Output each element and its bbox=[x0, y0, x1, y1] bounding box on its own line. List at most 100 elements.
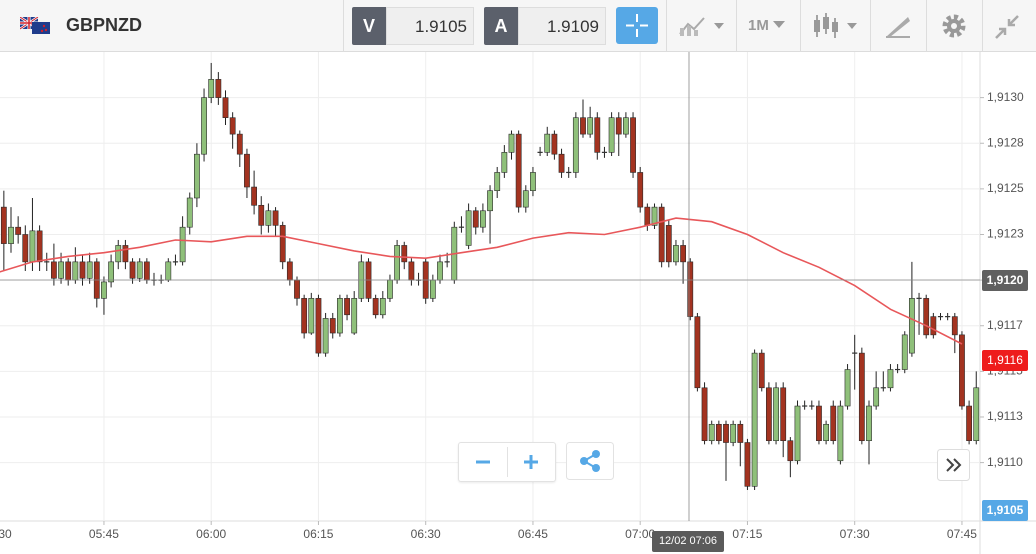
candle-body bbox=[780, 387, 787, 442]
candle-body bbox=[65, 261, 72, 281]
buy-button[interactable]: A bbox=[484, 7, 518, 45]
x-tick-label: 06:30 bbox=[411, 527, 441, 541]
x-tick-label: 06:15 bbox=[303, 527, 333, 541]
candle-body bbox=[844, 369, 851, 407]
candle-body bbox=[179, 226, 186, 263]
share-button[interactable] bbox=[566, 442, 614, 480]
candle-body bbox=[336, 298, 343, 334]
x-tick-label: 05:30 bbox=[0, 527, 12, 541]
candle-body bbox=[937, 316, 944, 318]
candle-body bbox=[802, 405, 808, 407]
candle-body bbox=[687, 261, 694, 317]
symbol: GBPNZD bbox=[66, 15, 142, 35]
candle-body bbox=[680, 245, 686, 263]
y-tick-label: 1,9113 bbox=[987, 409, 1023, 423]
candle-body bbox=[329, 318, 336, 334]
candle-body bbox=[229, 117, 236, 135]
crosshair-button[interactable] bbox=[616, 7, 658, 44]
candle-body bbox=[572, 117, 579, 173]
candle-body bbox=[351, 298, 358, 334]
candle-body bbox=[566, 171, 572, 174]
candle-body bbox=[608, 117, 615, 153]
candle-body bbox=[108, 261, 114, 283]
chart-type-button[interactable] bbox=[678, 14, 728, 38]
candle-body bbox=[201, 97, 207, 155]
candle-body bbox=[129, 261, 136, 279]
collapse-button[interactable] bbox=[994, 14, 1020, 40]
candle-body bbox=[966, 405, 972, 442]
candle-body bbox=[515, 133, 522, 208]
crosshair-price-label: 1,9120 bbox=[982, 270, 1028, 291]
candle-body bbox=[115, 245, 122, 263]
candle-body bbox=[673, 245, 679, 263]
candle-body bbox=[472, 210, 479, 228]
y-tick-label: 1,9130 bbox=[987, 90, 1024, 104]
y-tick-label: 1,9110 bbox=[987, 455, 1023, 469]
candle-body bbox=[50, 261, 57, 279]
candle-body bbox=[880, 387, 886, 389]
candle-body bbox=[372, 298, 379, 316]
candle-body bbox=[809, 405, 815, 407]
candle-body bbox=[823, 423, 829, 442]
candle-body bbox=[208, 79, 215, 98]
candle-body bbox=[429, 279, 436, 299]
timeframe[interactable]: 1M bbox=[748, 17, 769, 34]
candle-body bbox=[308, 298, 315, 334]
scroll-to-end-button[interactable] bbox=[937, 449, 970, 481]
candle-body bbox=[458, 226, 465, 228]
candle-body bbox=[587, 117, 594, 135]
candle-body bbox=[887, 369, 894, 389]
dropdown-arrow[interactable] bbox=[772, 20, 786, 30]
candle-body bbox=[930, 316, 937, 336]
y-tick-label: 1,9117 bbox=[987, 318, 1023, 332]
candle-body bbox=[594, 117, 601, 153]
last-price-label: 1,9116 bbox=[982, 350, 1028, 371]
divider bbox=[800, 0, 801, 52]
candle-body bbox=[637, 172, 644, 208]
candle-body bbox=[487, 190, 493, 212]
candle-body bbox=[165, 261, 172, 281]
sell-price[interactable]: 1.9105 bbox=[386, 7, 474, 45]
draw-tool-button[interactable] bbox=[884, 13, 912, 39]
y-tick-label: 1,9123 bbox=[987, 227, 1024, 241]
candle-body bbox=[272, 210, 279, 226]
candle-style-button[interactable] bbox=[812, 12, 862, 40]
candle-body bbox=[723, 423, 729, 443]
bid-price-label: 1,9105 bbox=[982, 500, 1028, 521]
candle-body bbox=[465, 210, 472, 246]
candle-body bbox=[72, 261, 79, 281]
candle-body bbox=[401, 245, 408, 263]
candle-body bbox=[959, 334, 965, 407]
flag-icon bbox=[20, 17, 50, 34]
x-tick-label: 07:30 bbox=[840, 527, 870, 541]
candle-body bbox=[279, 225, 286, 263]
candle-body bbox=[79, 261, 86, 279]
candle-body bbox=[708, 423, 715, 442]
candle-body bbox=[558, 153, 565, 173]
candle-body bbox=[537, 151, 543, 153]
sell-button[interactable]: V bbox=[352, 7, 386, 45]
candle-body bbox=[408, 261, 415, 281]
candle-body bbox=[15, 226, 22, 235]
candle-body bbox=[973, 387, 980, 442]
candle-body bbox=[258, 204, 265, 226]
candle-body bbox=[751, 352, 758, 487]
candle-body bbox=[479, 210, 486, 228]
plot-area bbox=[0, 62, 980, 490]
candle-body bbox=[44, 261, 50, 263]
candle-body bbox=[895, 368, 901, 371]
zoom-out-button[interactable] bbox=[459, 443, 507, 481]
candle-body bbox=[379, 298, 386, 316]
candle-body bbox=[344, 298, 350, 316]
candle-body bbox=[58, 261, 64, 279]
candle-body bbox=[437, 261, 443, 281]
candle-body bbox=[551, 133, 558, 155]
candle-body bbox=[301, 298, 308, 334]
candle-body bbox=[730, 423, 737, 443]
candle-body bbox=[222, 97, 229, 118]
buy-price[interactable]: 1.9109 bbox=[518, 7, 606, 45]
zoom-in-button[interactable] bbox=[507, 443, 555, 481]
settings-button[interactable] bbox=[940, 12, 968, 40]
divider bbox=[926, 0, 927, 52]
